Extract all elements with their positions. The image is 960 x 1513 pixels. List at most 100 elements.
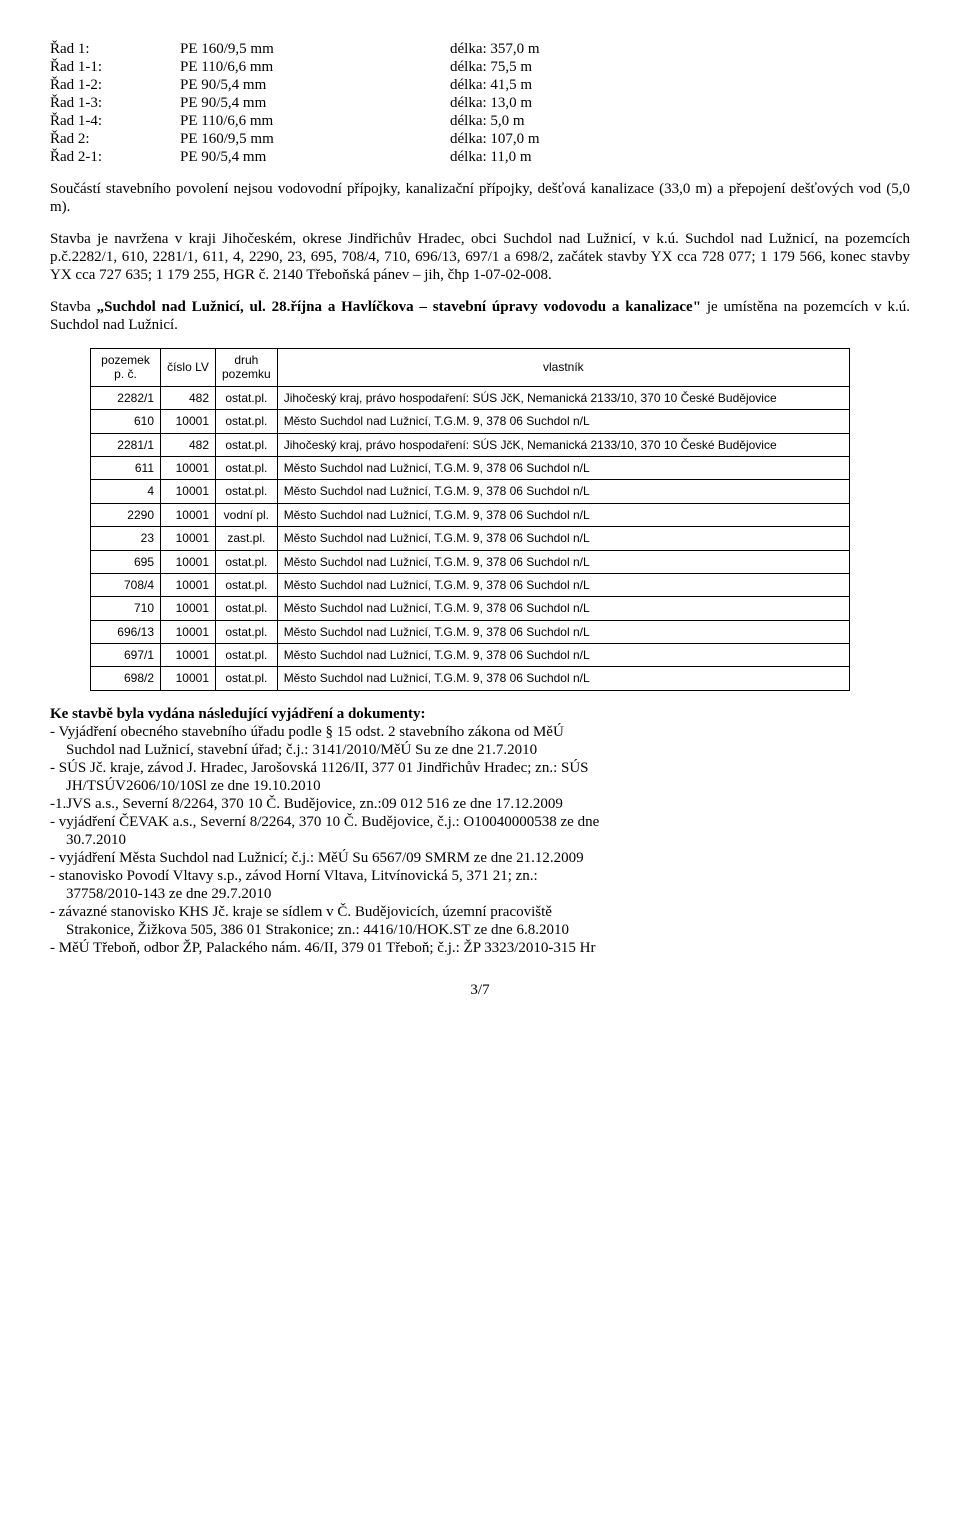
paragraph-location: Stavba je navržena v kraji Jihočeském, o… [50,230,910,284]
table-row: 69510001ostat.pl.Město Suchdol nad Lužni… [91,550,850,573]
cell-owner: Město Suchdol nad Lužnicí, T.G.M. 9, 378… [277,527,849,550]
table-row: 697/110001ostat.pl.Město Suchdol nad Luž… [91,644,850,667]
cell-type: ostat.pl. [216,456,278,479]
statement-line: Suchdol nad Lužnicí, stavební úřad; č.j.… [50,741,910,759]
cell-parcel: 2282/1 [91,386,161,409]
table-row: 61110001ostat.pl.Město Suchdol nad Lužni… [91,456,850,479]
cell-lv: 10001 [161,503,216,526]
pipe-cell: PE 90/5,4 mm [180,94,450,112]
cell-parcel: 697/1 [91,644,161,667]
cell-type: ostat.pl. [216,573,278,596]
statements-title: Ke stavbě byla vydána následující vyjádř… [50,705,910,723]
cell-parcel: 710 [91,597,161,620]
cell-type: zast.pl. [216,527,278,550]
para3-bold-title: „Suchdol nad Lužnicí, ul. 28.října a Hav… [97,299,701,315]
cell-type: ostat.pl. [216,667,278,690]
cell-lv: 10001 [161,573,216,596]
th-parcel: pozemek p. č. [91,349,161,387]
pipe-cell: délka: 357,0 m [450,40,650,58]
pipe-row: Řad 2-1:PE 90/5,4 mmdélka: 11,0 m [50,148,910,166]
pipe-cell: Řad 2-1: [50,148,180,166]
cell-parcel: 23 [91,527,161,550]
table-row: 229010001vodní pl.Město Suchdol nad Lužn… [91,503,850,526]
th-type: druh pozemku [216,349,278,387]
cell-owner: Jihočeský kraj, právo hospodaření: SÚS J… [277,386,849,409]
table-row: 698/210001ostat.pl.Město Suchdol nad Luž… [91,667,850,690]
statement-line: JH/TSÚV2606/10/10Sl ze dne 19.10.2010 [50,777,910,795]
cell-owner: Město Suchdol nad Lužnicí, T.G.M. 9, 378… [277,620,849,643]
pipe-cell: Řad 1-1: [50,58,180,76]
table-row: 2310001zast.pl.Město Suchdol nad Lužnicí… [91,527,850,550]
pipe-cell: délka: 13,0 m [450,94,650,112]
paragraph-placement: Stavba „Suchdol nad Lužnicí, ul. 28.říjn… [50,298,910,334]
cell-parcel: 696/13 [91,620,161,643]
pipe-cell: PE 110/6,6 mm [180,58,450,76]
cell-lv: 10001 [161,550,216,573]
cell-parcel: 708/4 [91,573,161,596]
cell-type: ostat.pl. [216,480,278,503]
cell-type: ostat.pl. [216,597,278,620]
pipe-row: Řad 1-3:PE 90/5,4 mmdélka: 13,0 m [50,94,910,112]
pipe-cell: Řad 1-4: [50,112,180,130]
pipe-cell: délka: 107,0 m [450,130,650,148]
para3-pre: Stavba [50,299,97,315]
cell-type: ostat.pl. [216,386,278,409]
pipe-cell: délka: 5,0 m [450,112,650,130]
table-row: 2281/1482ostat.pl.Jihočeský kraj, právo … [91,433,850,456]
cell-owner: Město Suchdol nad Lužnicí, T.G.M. 9, 378… [277,550,849,573]
cell-type: ostat.pl. [216,644,278,667]
statement-line: -1.JVS a.s., Severní 8/2264, 370 10 Č. B… [50,795,910,813]
parcels-table: pozemek p. č. číslo LV druh pozemku vlas… [90,348,850,691]
table-row: 708/410001ostat.pl.Město Suchdol nad Luž… [91,573,850,596]
paragraph-exclusions: Součástí stavebního povolení nejsou vodo… [50,180,910,216]
pipe-cell: PE 160/9,5 mm [180,40,450,58]
pipe-cell: PE 110/6,6 mm [180,112,450,130]
table-row: 71010001ostat.pl.Město Suchdol nad Lužni… [91,597,850,620]
pipe-cell: délka: 75,5 m [450,58,650,76]
pipe-cell: PE 90/5,4 mm [180,148,450,166]
cell-lv: 10001 [161,410,216,433]
cell-type: ostat.pl. [216,410,278,433]
cell-type: ostat.pl. [216,620,278,643]
cell-owner: Město Suchdol nad Lužnicí, T.G.M. 9, 378… [277,503,849,526]
cell-parcel: 611 [91,456,161,479]
pipe-row: Řad 1:PE 160/9,5 mmdélka: 357,0 m [50,40,910,58]
cell-lv: 482 [161,386,216,409]
cell-lv: 10001 [161,456,216,479]
th-owner: vlastník [277,349,849,387]
th-lv: číslo LV [161,349,216,387]
statements-section: Ke stavbě byla vydána následující vyjádř… [50,705,910,957]
pipe-row: Řad 1-4:PE 110/6,6 mmdélka: 5,0 m [50,112,910,130]
cell-owner: Město Suchdol nad Lužnicí, T.G.M. 9, 378… [277,480,849,503]
statement-line: - závazné stanovisko KHS Jč. kraje se sí… [50,903,910,921]
pipe-cell: délka: 11,0 m [450,148,650,166]
cell-parcel: 4 [91,480,161,503]
pipe-spec-list: Řad 1:PE 160/9,5 mmdélka: 357,0 mŘad 1-1… [50,40,910,166]
pipe-cell: Řad 2: [50,130,180,148]
cell-owner: Město Suchdol nad Lužnicí, T.G.M. 9, 378… [277,410,849,433]
cell-owner: Město Suchdol nad Lužnicí, T.G.M. 9, 378… [277,597,849,620]
statement-line: - stanovisko Povodí Vltavy s.p., závod H… [50,867,910,885]
cell-owner: Jihočeský kraj, právo hospodaření: SÚS J… [277,433,849,456]
table-row: 696/1310001ostat.pl.Město Suchdol nad Lu… [91,620,850,643]
cell-parcel: 2281/1 [91,433,161,456]
pipe-cell: PE 90/5,4 mm [180,76,450,94]
cell-owner: Město Suchdol nad Lužnicí, T.G.M. 9, 378… [277,667,849,690]
statement-line: 30.7.2010 [50,831,910,849]
pipe-cell: Řad 1-3: [50,94,180,112]
statement-line: - Vyjádření obecného stavebního úřadu po… [50,723,910,741]
table-row: 61010001ostat.pl.Město Suchdol nad Lužni… [91,410,850,433]
cell-parcel: 698/2 [91,667,161,690]
statement-line: - SÚS Jč. kraje, závod J. Hradec, Jarošo… [50,759,910,777]
pipe-row: Řad 1-2:PE 90/5,4 mmdélka: 41,5 m [50,76,910,94]
cell-type: ostat.pl. [216,550,278,573]
cell-owner: Město Suchdol nad Lužnicí, T.G.M. 9, 378… [277,456,849,479]
pipe-cell: délka: 41,5 m [450,76,650,94]
pipe-cell: Řad 1-2: [50,76,180,94]
cell-lv: 10001 [161,480,216,503]
cell-parcel: 610 [91,410,161,433]
cell-lv: 10001 [161,667,216,690]
cell-lv: 10001 [161,620,216,643]
page-number: 3/7 [50,981,910,999]
table-row: 2282/1482ostat.pl.Jihočeský kraj, právo … [91,386,850,409]
